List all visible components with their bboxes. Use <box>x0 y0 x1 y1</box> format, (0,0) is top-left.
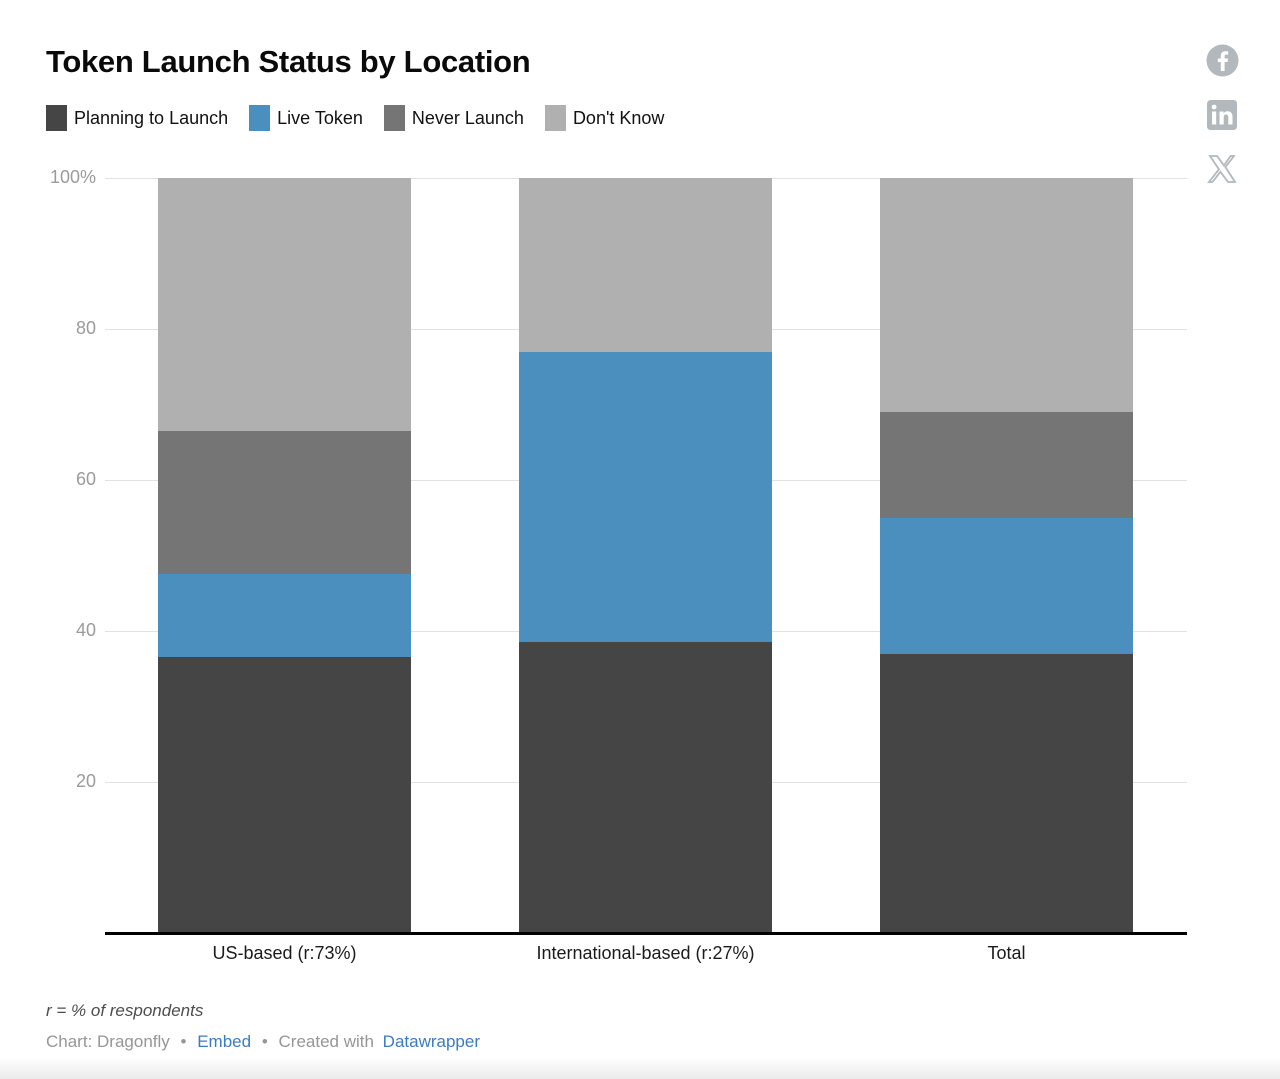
legend-label: Planning to Launch <box>74 107 229 128</box>
x-axis-line <box>105 932 1187 935</box>
chart-attribution: Chart: Dragonfly • Embed • Created with … <box>46 1032 480 1052</box>
legend-item-planning-to-launch: Planning to Launch <box>46 105 228 131</box>
bar-segment-us-based-r-73-never-launch <box>158 430 411 575</box>
y-axis-tick-label: 60 <box>75 469 96 489</box>
y-axis-tick-label: 20 <box>75 771 96 791</box>
linkedin-share-button[interactable] <box>1205 99 1239 135</box>
embed-link[interactable]: Embed <box>197 1032 252 1051</box>
bar-segment-international-based-r-27-don-t-know <box>519 178 772 352</box>
bar-segment-international-based-r-27-planning-to-launch <box>519 642 772 933</box>
linkedin-icon <box>1207 99 1237 135</box>
y-axis-tick-label: 100% <box>49 167 96 187</box>
bar-segment-total-don-t-know <box>880 178 1133 413</box>
legend-swatch-never-launch <box>383 105 405 131</box>
legend-swatch-live-token <box>249 105 271 131</box>
social-share-bar <box>1205 44 1239 188</box>
separator-dot: • <box>261 1032 268 1051</box>
legend-label: Never Launch <box>411 107 524 128</box>
x-share-button[interactable] <box>1205 154 1239 188</box>
legend-label: Don't Know <box>572 107 665 128</box>
bar-segment-international-based-r-27-live-token <box>519 351 772 643</box>
created-with-text: Created with <box>278 1032 374 1051</box>
y-axis-tick-label: 40 <box>75 620 96 640</box>
chart-footnote: r = % of respondents <box>46 1001 204 1020</box>
separator-dot: • <box>180 1032 187 1051</box>
legend-swatch-planning-to-launch <box>46 105 67 131</box>
bar-segment-us-based-r-73-live-token <box>158 574 411 658</box>
bar-segment-total-planning-to-launch <box>880 653 1133 933</box>
legend-item-never-launch: Never Launch <box>383 105 524 131</box>
chart-title: Token Launch Status by Location <box>46 44 531 79</box>
bar-segment-us-based-r-73-don-t-know <box>158 178 411 431</box>
legend-swatch-don-t-know <box>544 105 566 131</box>
x-icon <box>1206 153 1238 190</box>
bar-segment-us-based-r-73-planning-to-launch <box>158 657 411 933</box>
x-axis-label-international-based-r-27: International-based (r:27%) <box>536 943 755 963</box>
facebook-share-button[interactable] <box>1205 44 1239 82</box>
bottom-strip <box>0 1057 1280 1079</box>
bar-segment-total-live-token <box>880 517 1133 654</box>
facebook-icon <box>1206 44 1239 82</box>
chart-credit: Chart: Dragonfly <box>46 1032 170 1051</box>
y-axis-tick-label: 80 <box>75 318 96 338</box>
x-axis-label-us-based-r-73: US-based (r:73%) <box>212 943 357 963</box>
legend: Planning to Launch Live Token Never Launch… <box>46 105 664 131</box>
datawrapper-link[interactable]: Datawrapper <box>382 1032 480 1051</box>
x-axis-label-total: Total <box>987 943 1026 963</box>
legend-label: Live Token <box>277 107 363 128</box>
legend-item-don-t-know: Don't Know <box>544 105 665 131</box>
legend-item-live-token: Live Token <box>249 105 363 131</box>
bar-segment-total-never-launch <box>880 412 1133 518</box>
